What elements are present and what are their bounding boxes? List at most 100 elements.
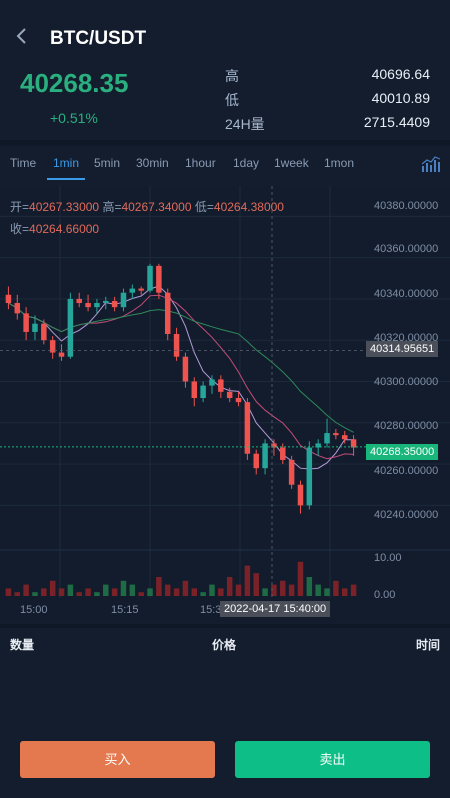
buy-button[interactable]: 买入 (20, 741, 215, 778)
header-time: 时间 (415, 638, 440, 652)
volume-bar (209, 584, 215, 596)
candle-body (173, 334, 180, 357)
low-label: 低= (194, 200, 214, 214)
volume-bar (297, 561, 304, 596)
volume-bar (244, 565, 251, 596)
volume-tick-label: 10.00 (374, 552, 402, 564)
interval-tabs: Time 1min 5min 30min 1hour 1day 1week 1m… (0, 148, 450, 182)
candle-body (324, 433, 330, 444)
candle-body (288, 459, 295, 485)
y-tick-label: 40240.00000 (374, 509, 439, 521)
candle-body (85, 303, 91, 308)
volume-bar (49, 580, 56, 596)
volume-bar (262, 588, 268, 596)
low-label: 低 (225, 92, 239, 108)
volume-bar (226, 577, 233, 596)
volume-bar (280, 580, 286, 596)
tab-1mon[interactable]: 1mon (324, 156, 355, 170)
high-label: 高 (225, 68, 239, 84)
volume-bar (173, 588, 180, 596)
candle-body (103, 300, 109, 304)
candle-body (262, 443, 268, 469)
volume-bar (67, 584, 74, 596)
volume-bar (5, 588, 12, 596)
volume-24h-value: 2715.4409 (363, 114, 430, 130)
candle-body (94, 303, 100, 308)
candle-body (23, 313, 29, 332)
volume-bar (94, 592, 100, 596)
header-bar: BTC/USDT (0, 0, 450, 60)
low-value: 40264.38000 (213, 200, 284, 214)
y-tick-label: 40380.00000 (374, 200, 439, 212)
candle-body (209, 379, 215, 386)
volume-bar (341, 588, 348, 596)
volume-bar (147, 588, 153, 596)
crosshair-time-tag: 2022-04-17 15:40:00 (220, 601, 331, 617)
tab-1hour[interactable]: 1hour (185, 156, 216, 170)
volume-bar (182, 580, 189, 596)
candle-body (76, 298, 82, 304)
candle-body (120, 292, 127, 308)
volume-bar (85, 588, 91, 596)
candle-body (218, 379, 224, 392)
header-price: 价格 (212, 638, 237, 652)
candle-body (111, 300, 118, 308)
ohlc-row-2: 收=40264.66000 (10, 220, 99, 237)
last-price-tag: 40268.35000 (366, 444, 439, 460)
candle-body (164, 292, 171, 334)
tab-time[interactable]: Time (10, 156, 37, 170)
open-label: 开= (10, 200, 30, 214)
y-tick-label: 40260.00000 (374, 465, 439, 477)
volume-bar (253, 573, 259, 596)
y-tick-label: 40280.00000 (374, 420, 439, 432)
candle-body (235, 398, 242, 403)
candle-body (41, 323, 47, 341)
candle-body (58, 352, 65, 357)
candle-body (333, 433, 339, 436)
back-arrow-icon[interactable] (12, 26, 32, 46)
volume-bar (23, 584, 29, 596)
volume-bar (129, 584, 136, 596)
indicator-chart-icon[interactable] (420, 154, 442, 174)
close-label: 收= (10, 222, 30, 236)
volume-bar (271, 584, 277, 596)
close-value: 40264.66000 (29, 222, 100, 236)
tab-30min[interactable]: 30min (136, 156, 169, 170)
y-tick-label: 40360.00000 (374, 243, 439, 255)
candle-body (200, 385, 206, 398)
tab-1min[interactable]: 1min (53, 156, 80, 170)
candle-body (67, 298, 74, 357)
high-value: 40696.64 (371, 66, 430, 82)
volume-bar (41, 588, 47, 596)
volume-tick-label: 0.00 (374, 589, 396, 601)
ma-line (8, 302, 354, 433)
candle-body (156, 265, 162, 293)
volume-bar (14, 592, 21, 596)
sell-button[interactable]: 卖出 (235, 741, 430, 778)
kline-chart[interactable]: 开=40267.33000 高=40267.34000 低=40264.3800… (0, 186, 450, 622)
candle-body (147, 265, 153, 291)
candle-body (244, 402, 251, 454)
divider (0, 624, 450, 628)
divider (0, 140, 450, 146)
candle-body (129, 288, 136, 293)
candle-body (253, 453, 259, 469)
volume-24h-label: 24H量 (225, 116, 265, 132)
candle-body (5, 294, 12, 304)
last-price: 40268.35 (20, 68, 129, 98)
tab-5min[interactable]: 5min (94, 156, 121, 170)
header-quantity: 数量 (10, 638, 35, 652)
volume-bar (218, 588, 224, 596)
tab-1day[interactable]: 1day (233, 156, 260, 170)
volume-bar (235, 584, 242, 596)
candle-body (49, 340, 56, 353)
candle-body (14, 303, 21, 314)
y-tick-label: 40340.00000 (374, 288, 439, 300)
candle-body (280, 447, 286, 460)
volume-bar (164, 584, 171, 596)
candle-body (271, 443, 277, 448)
tab-1week[interactable]: 1week (274, 156, 309, 170)
high-value: 40267.34000 (121, 200, 192, 214)
volume-bar (76, 592, 82, 596)
volume-bar (138, 592, 144, 596)
